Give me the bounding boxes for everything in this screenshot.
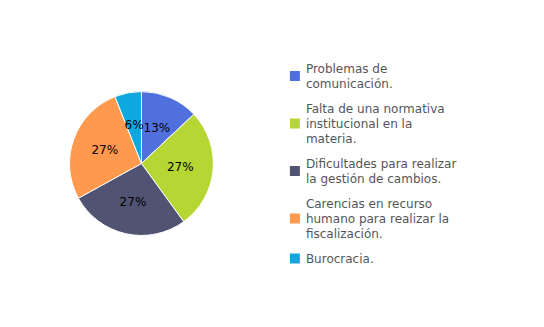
svg-text:humano para realizar la: humano para realizar la (306, 212, 449, 226)
svg-text:la gestión de cambios.: la gestión de cambios. (306, 172, 441, 186)
svg-text:27%: 27% (91, 143, 118, 157)
svg-text:27%: 27% (120, 195, 147, 209)
svg-text:Burocracia.: Burocracia. (306, 252, 374, 266)
svg-text:Falta de una normativa: Falta de una normativa (306, 102, 445, 116)
svg-text:Problemas de: Problemas de (306, 62, 387, 76)
svg-text:institucional en la: institucional en la (306, 117, 412, 131)
svg-text:materia.: materia. (306, 132, 357, 146)
svg-text:13%: 13% (144, 121, 171, 135)
svg-text:comunicación.: comunicación. (306, 77, 393, 91)
svg-text:6%: 6% (125, 118, 144, 132)
svg-text:27%: 27% (167, 160, 194, 174)
svg-text:Dificultades para realizar: Dificultades para realizar (306, 157, 457, 171)
svg-text:fiscalización.: fiscalización. (306, 227, 383, 241)
svg-text:Carencias en recurso: Carencias en recurso (306, 197, 432, 211)
